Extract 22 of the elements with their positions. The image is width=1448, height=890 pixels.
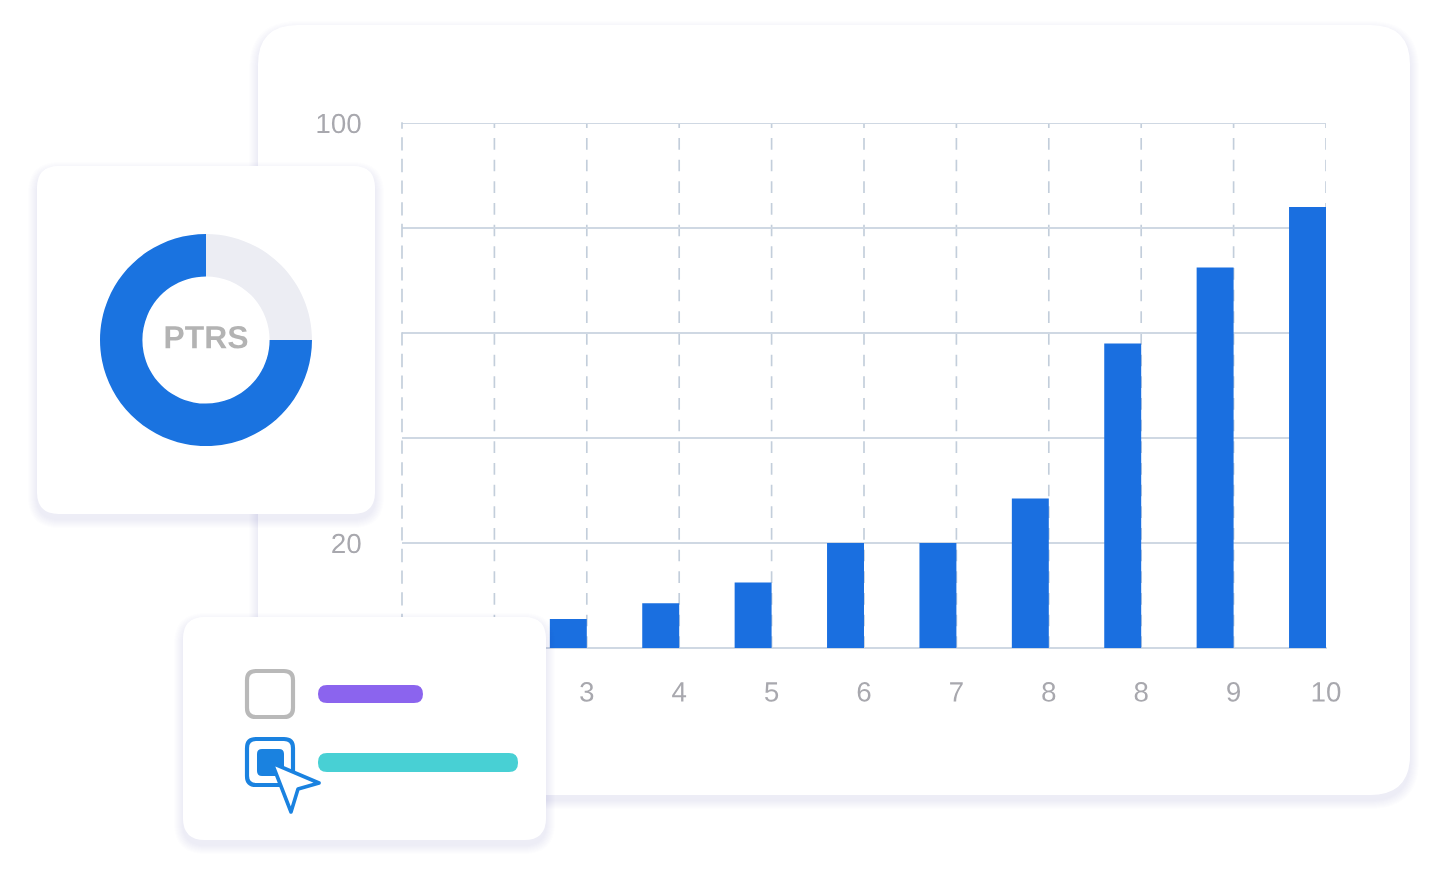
bar [1196, 267, 1234, 648]
x-tick-label: 7 [950, 682, 963, 702]
bar [1289, 207, 1326, 648]
bar [642, 603, 680, 648]
bar [919, 543, 957, 648]
text: PTRS [165, 325, 248, 349]
bar [549, 619, 587, 648]
x-tick-label: 6 [857, 682, 871, 702]
x-tick-label: 9 [1227, 682, 1241, 702]
bar [734, 582, 772, 648]
bar [1011, 498, 1049, 648]
x-tick-label: 10 [1312, 682, 1341, 702]
y-tick-label: 20 [332, 533, 361, 554]
x-tick-label: 4 [672, 682, 687, 702]
donut-slice [100, 234, 312, 446]
y-tick-label: 100 [317, 113, 361, 134]
bar [1104, 343, 1142, 648]
x-tick-label: 8 [1134, 682, 1148, 702]
x-tick-label: 5 [764, 682, 779, 702]
x-tick-label: 8 [1042, 682, 1056, 702]
bar [827, 543, 864, 648]
x-tick-label: 3 [580, 682, 594, 702]
